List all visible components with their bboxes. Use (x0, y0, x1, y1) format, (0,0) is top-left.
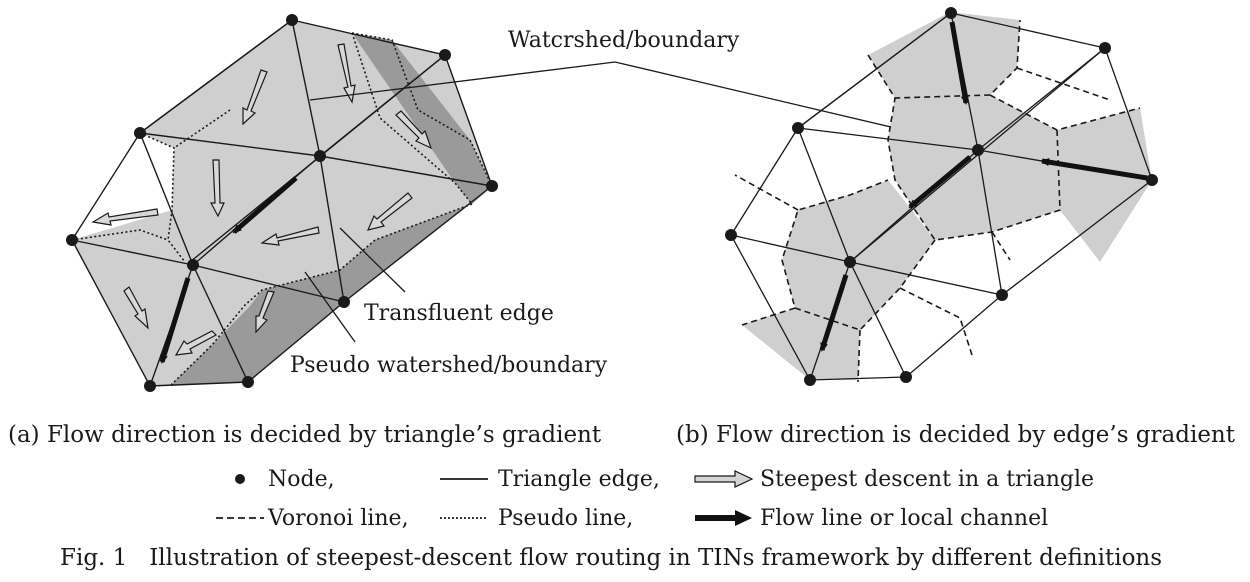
panel-a-dark-region-upper (352, 33, 492, 204)
white-arrow-a10 (255, 290, 275, 334)
panel-a-light-region (72, 20, 492, 386)
node (314, 150, 326, 162)
white-arrow-a4 (209, 159, 225, 218)
node (144, 380, 156, 392)
legend-triangle-edge-label: Triangle edge, (498, 467, 660, 492)
flow-line-a2 (159, 277, 191, 364)
legend-node-icon (235, 474, 245, 484)
label-transfluent-edge: Transfluent edge (364, 301, 554, 326)
white-arrow-a7 (91, 208, 159, 226)
white-arrow-a1 (242, 69, 268, 126)
node (844, 256, 856, 268)
panel-a-flow-lines (159, 176, 298, 364)
node (338, 296, 350, 308)
node (486, 180, 498, 192)
node (804, 374, 816, 386)
white-arrow-a8 (123, 286, 149, 330)
legend-voronoi-label: Voronoi line, (267, 506, 409, 531)
node (187, 259, 199, 271)
white-arrow-a9 (174, 330, 217, 356)
panel-b-gray-cells (742, 12, 1152, 380)
node (945, 7, 957, 19)
legend-steepest-label: Steepest descent in a triangle (760, 467, 1094, 492)
panel-b-diagram (725, 7, 1158, 386)
label-watershed: Watcrshed/boundary (508, 28, 740, 53)
panel-b-flow-lines (819, 21, 1148, 352)
node (1146, 174, 1158, 186)
node (792, 122, 804, 134)
label-pseudo-watershed: Pseudo watershed/boundary (290, 353, 608, 378)
white-arrow-a3 (395, 110, 433, 150)
node (972, 144, 984, 156)
node (996, 289, 1008, 301)
panel-a-nodes (66, 14, 498, 392)
legend: Node, Triangle edge, Steepest descent in… (216, 467, 1094, 531)
flow-line-b2 (1040, 158, 1148, 181)
flow-line-b4 (819, 274, 849, 352)
panel-a-steepest-arrows (91, 43, 433, 356)
figure-caption: Fig. 1 Illustration of steepest-descent … (60, 545, 1162, 571)
white-arrow-a6 (260, 226, 320, 246)
node (66, 234, 78, 246)
node (725, 229, 737, 241)
legend-node-label: Node, (268, 467, 335, 492)
panel-b-voronoi-lines (734, 19, 1141, 383)
legend-flow-label: Flow line or local channel (760, 506, 1048, 531)
panel-b-nodes (725, 7, 1158, 386)
node (242, 376, 254, 388)
node (286, 14, 298, 26)
white-arrow-a2 (337, 43, 356, 104)
panel-a-leader-lines (304, 61, 981, 343)
flow-line-b3 (908, 155, 972, 209)
node (439, 49, 451, 61)
node (900, 371, 912, 383)
legend-flow-arrow-icon (695, 510, 752, 526)
node (1099, 42, 1111, 54)
white-arrow-a5 (366, 192, 413, 231)
legend-pseudo-label: Pseudo line, (498, 506, 633, 531)
subcaption-b: (b) Flow direction is decided by edge’s … (676, 422, 1236, 448)
panel-a-diagram: Watcrshed/boundary Transfluent edge Pseu… (66, 14, 981, 392)
subcaption-a: (a) Flow direction is decided by triangl… (8, 422, 602, 448)
panel-a-dark-region-lower (170, 186, 492, 386)
node (134, 127, 146, 139)
flow-line-a1 (232, 176, 298, 234)
flow-line-b1 (949, 21, 969, 105)
panel-a-pseudo-lines (71, 32, 493, 387)
legend-steepest-arrow-icon (694, 470, 754, 488)
